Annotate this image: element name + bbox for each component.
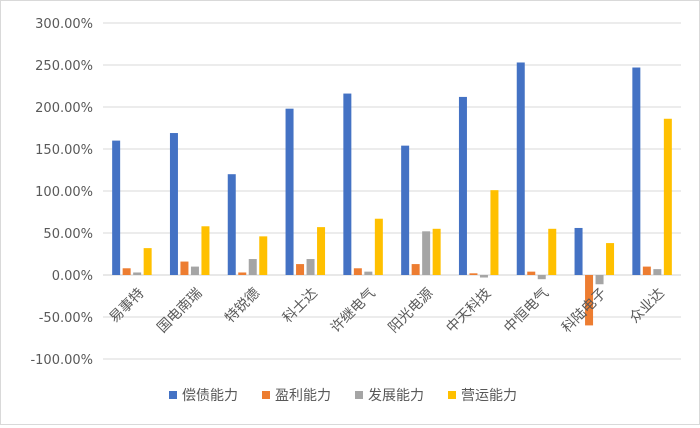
y-tick-label: -100.00% [30,353,93,368]
y-tick-label: 100.00% [35,185,93,200]
legend-swatch [169,391,177,399]
x-category-label: 许继电气 [328,285,379,336]
bar [227,174,236,275]
y-tick-label: 300.00% [35,17,93,32]
bar [201,226,210,275]
bar [317,227,326,275]
bar [458,96,467,275]
bar [180,261,189,275]
bar [653,269,662,275]
bar [642,266,651,275]
bar [306,259,315,275]
bar [422,231,431,275]
y-tick-label: -50.00% [39,311,93,326]
bar [527,271,536,275]
bar [595,275,604,285]
bar [122,268,131,275]
legend-swatch [448,391,456,399]
bar [411,264,420,275]
x-category-label: 众业达 [627,285,668,326]
legend-label: 偿债能力 [182,388,238,404]
y-tick-label: 0.00% [52,269,93,284]
bar [574,227,583,275]
bar [143,248,152,275]
bar [490,190,499,275]
legend-swatch [355,391,363,399]
x-category-label: 特锐德 [222,285,263,326]
bar [479,275,488,278]
x-category-label: 中恒电气 [501,285,552,336]
bar [190,266,199,275]
bar [585,275,594,326]
x-category-label: 阳光电源 [386,285,437,336]
legend-label: 营运能力 [461,388,517,404]
bar [537,275,546,280]
legend-label: 盈利能力 [275,388,331,404]
x-category-label: 科士达 [280,285,321,326]
bar [374,218,383,275]
legend: 偿债能力 盈利能力 发展能力 营运能力 [169,388,517,404]
bar [469,273,478,275]
y-tick-label: 200.00% [35,101,93,116]
bar [663,118,672,275]
bar [548,228,557,275]
bar [285,108,294,276]
x-category-label: 科陆电子 [559,285,610,336]
bar [606,243,615,275]
bar [133,272,142,275]
bar [248,259,257,275]
legend-swatch [262,391,270,399]
bar [112,140,121,275]
bar [353,268,362,275]
bar [259,236,268,275]
y-tick-label: 50.00% [43,227,93,242]
bar [516,62,525,276]
bar [238,272,247,275]
gridlines [103,22,681,360]
x-category-label: 易事特 [107,285,148,326]
bar [343,93,352,275]
bar [401,145,410,275]
x-axis-labels: 易事特 国电南瑞 特锐德 科士达 许继电气 阳光电源 中天科技 中恒电气 科陆电子 众业达 [107,285,668,336]
bar [364,271,373,275]
bar-series [112,62,672,326]
y-tick-label: 150.00% [35,143,93,158]
x-category-label: 国电南瑞 [154,285,205,336]
y-axis-labels: 300.00% 250.00% 200.00% 150.00% 100.00% 50.00… [30,17,93,368]
legend-label: 发展能力 [368,388,424,404]
bar [296,264,305,275]
bar [169,133,178,275]
bar [432,228,441,275]
x-category-label: 中天科技 [443,285,494,336]
y-tick-label: 250.00% [35,59,93,74]
bar [632,67,641,276]
